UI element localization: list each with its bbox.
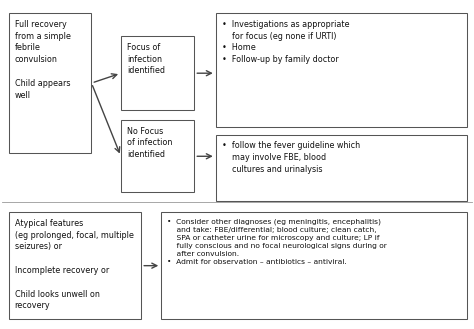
FancyBboxPatch shape (9, 212, 141, 319)
FancyBboxPatch shape (121, 36, 194, 110)
Text: Focus of
infection
identified: Focus of infection identified (127, 43, 165, 75)
Text: No Focus
of infection
identified: No Focus of infection identified (127, 127, 173, 159)
FancyBboxPatch shape (9, 13, 91, 153)
FancyBboxPatch shape (216, 135, 467, 201)
FancyBboxPatch shape (121, 120, 194, 192)
Text: Atypical features
(eg prolonged, focal, multiple
seizures) or

Incomplete recove: Atypical features (eg prolonged, focal, … (15, 219, 134, 310)
FancyBboxPatch shape (161, 212, 467, 319)
FancyBboxPatch shape (216, 13, 467, 127)
Text: •  Consider other diagnoses (eg meningitis, encephalitis)
    and take: FBE/diff: • Consider other diagnoses (eg meningiti… (167, 219, 387, 265)
Text: •  follow the fever guideline which
    may involve FBE, blood
    cultures and : • follow the fever guideline which may i… (222, 141, 360, 174)
Text: Full recovery
from a simple
febrile
convulsion

Child appears
well: Full recovery from a simple febrile conv… (15, 20, 71, 100)
Text: •  Investigations as appropriate
    for focus (eg none if URTI)
•  Home
•  Foll: • Investigations as appropriate for focu… (222, 20, 349, 64)
